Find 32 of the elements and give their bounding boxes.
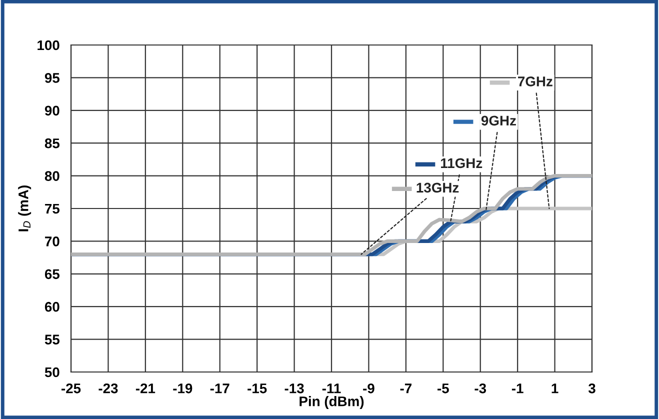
y-tick-label: 90 [44, 106, 60, 116]
x-axis-title: Pin (dBm) [300, 396, 364, 410]
y-tick-label: 100 [38, 40, 60, 50]
y-tick-label: 65 [44, 269, 60, 280]
legend-label: 11GHz [441, 158, 482, 168]
x-tick-label: -3 [474, 383, 486, 394]
x-tick-label: -17 [210, 384, 230, 394]
y-axis-title: I$_{D}$ (mA) [18, 186, 32, 232]
x-tick-label: -1 [512, 384, 524, 394]
y-tick-label: 50 [44, 367, 60, 378]
x-tick-label: 1 [552, 384, 558, 394]
x-tick-label: -21 [136, 383, 156, 394]
y-tick-label: 70 [45, 236, 60, 246]
x-tick-label: -19 [173, 383, 192, 394]
x-tick-label: -23 [98, 383, 118, 394]
y-tick-label: 55 [44, 334, 60, 344]
x-tick-label: -7 [400, 384, 412, 394]
x-tick-label: -25 [62, 383, 81, 394]
x-tick-label: -5 [438, 384, 449, 394]
y-tick-label: 95 [44, 73, 60, 83]
legend-label: 7GHz [518, 76, 552, 86]
x-tick-label: -9 [363, 383, 374, 394]
y-tick-label: 80 [44, 171, 60, 181]
legend-label: 13GHz [416, 182, 459, 193]
y-tick-label: 75 [45, 204, 60, 214]
x-tick-label: -11 [322, 384, 341, 394]
x-tick-label: -15 [248, 384, 267, 394]
x-tick-label: -13 [284, 383, 304, 394]
y-tick-label: 60 [44, 302, 60, 312]
legend-label: 9GHz [481, 116, 516, 126]
x-tick-label: 3 [588, 383, 596, 394]
y-tick-label: 85 [44, 138, 60, 148]
